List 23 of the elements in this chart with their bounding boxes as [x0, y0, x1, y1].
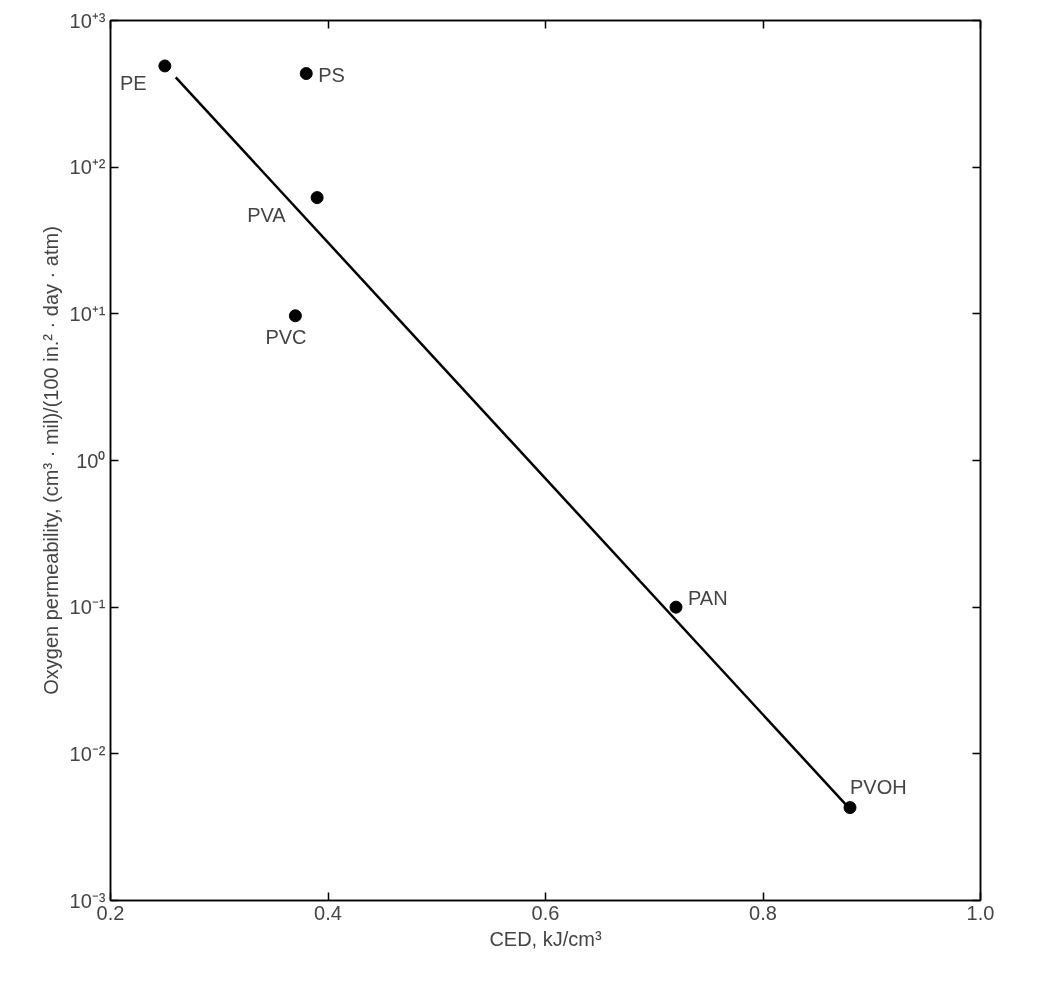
annotation: PVOH: [850, 775, 907, 798]
point: [158, 59, 172, 73]
y-tick-label: 10⁰: [76, 449, 106, 472]
x-tick-label: 0.4: [314, 901, 342, 924]
point: [299, 67, 313, 81]
y-tick-label: 10⁺¹: [69, 302, 106, 325]
x-tick-label: 0.6: [531, 901, 560, 924]
y-tick-label: 10⁺²: [69, 156, 106, 179]
y-tick-label: 10⁺³: [69, 9, 106, 32]
x-tick-label: 0.8: [749, 901, 777, 924]
annotation: PAN: [688, 587, 728, 610]
annotation: PE: [119, 71, 147, 94]
x-axis-title: CED, kJ/cm³: [489, 927, 602, 950]
annotation: PVC: [265, 325, 307, 348]
annotation: PVA: [247, 203, 287, 226]
y-axis-title: Oxygen permeability, (cm³ · mil)/(100 in.² · day · atm): [39, 226, 62, 695]
x-tick-label: 1.0: [966, 901, 995, 924]
point: [669, 600, 683, 614]
annotation: PS: [318, 63, 345, 86]
y-tick-label: 10⁻²: [69, 742, 106, 765]
point: [310, 191, 324, 205]
point: [288, 309, 302, 323]
y-tick-label: 10⁻¹: [69, 596, 106, 619]
